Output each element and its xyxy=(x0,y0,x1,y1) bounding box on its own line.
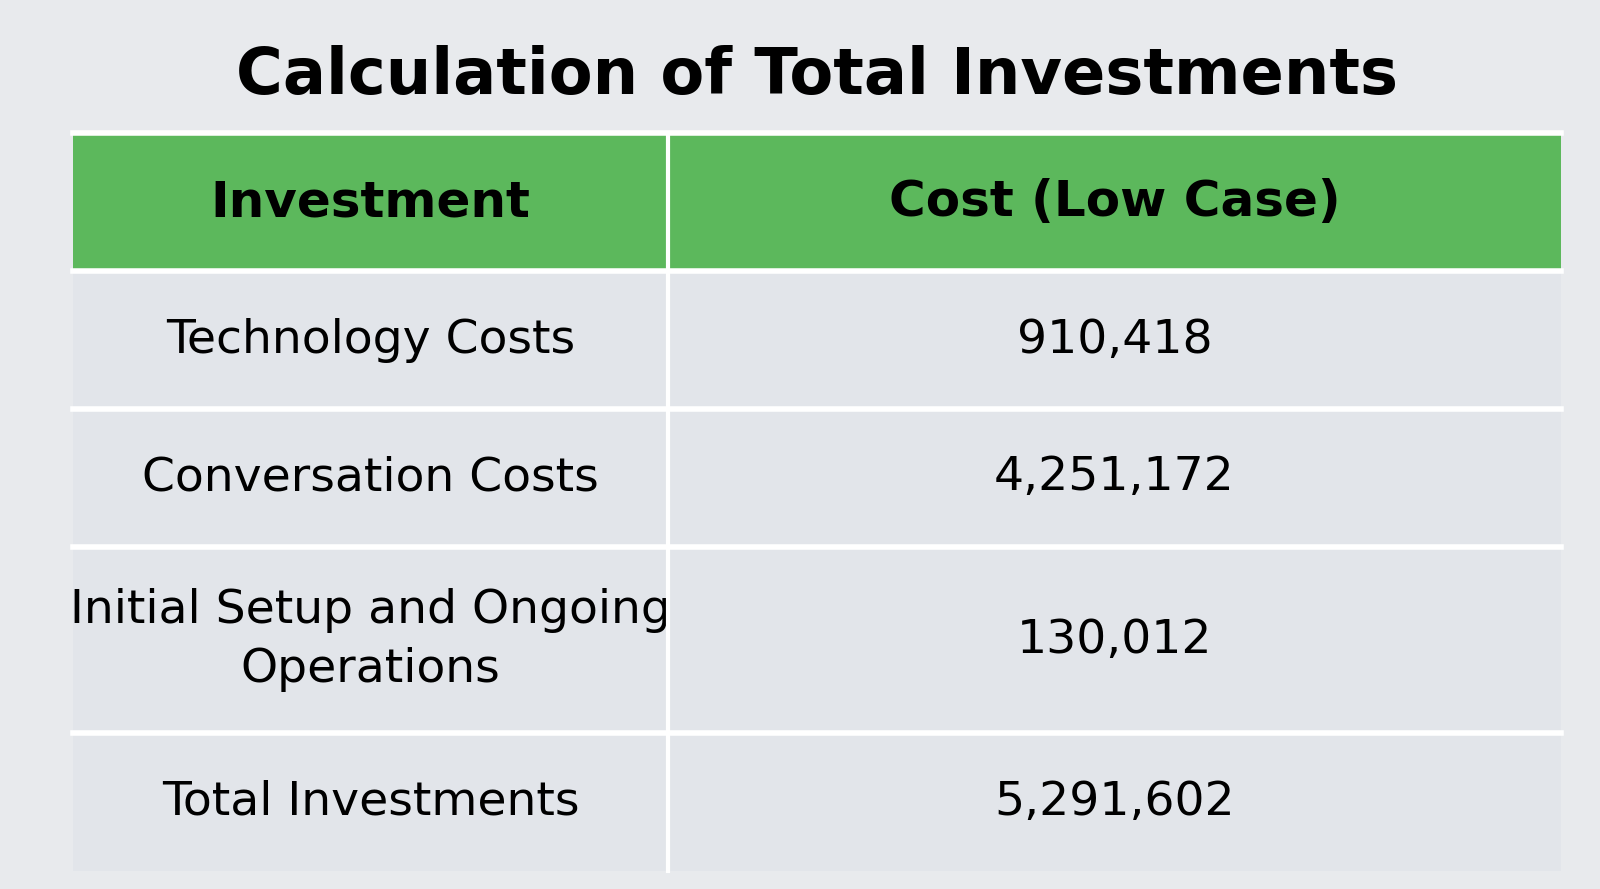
FancyBboxPatch shape xyxy=(74,271,669,409)
FancyBboxPatch shape xyxy=(74,133,669,271)
Text: Calculation of Total Investments: Calculation of Total Investments xyxy=(235,44,1398,107)
Text: 910,418: 910,418 xyxy=(1016,317,1213,363)
FancyBboxPatch shape xyxy=(74,409,669,547)
FancyBboxPatch shape xyxy=(74,733,669,871)
Text: Initial Setup and Ongoing
Operations: Initial Setup and Ongoing Operations xyxy=(70,589,670,692)
Text: Technology Costs: Technology Costs xyxy=(166,317,574,363)
Text: Cost (Low Case): Cost (Low Case) xyxy=(888,179,1341,226)
Text: Total Investments: Total Investments xyxy=(162,780,579,825)
Text: Conversation Costs: Conversation Costs xyxy=(142,455,598,501)
Text: Investment: Investment xyxy=(211,179,531,226)
FancyBboxPatch shape xyxy=(669,409,1562,547)
Text: 4,251,172: 4,251,172 xyxy=(994,455,1235,501)
Text: 5,291,602: 5,291,602 xyxy=(994,780,1235,825)
FancyBboxPatch shape xyxy=(669,733,1562,871)
Text: 130,012: 130,012 xyxy=(1016,618,1213,662)
FancyBboxPatch shape xyxy=(74,547,669,733)
FancyBboxPatch shape xyxy=(74,18,1562,133)
FancyBboxPatch shape xyxy=(669,133,1562,271)
FancyBboxPatch shape xyxy=(669,271,1562,409)
FancyBboxPatch shape xyxy=(669,547,1562,733)
